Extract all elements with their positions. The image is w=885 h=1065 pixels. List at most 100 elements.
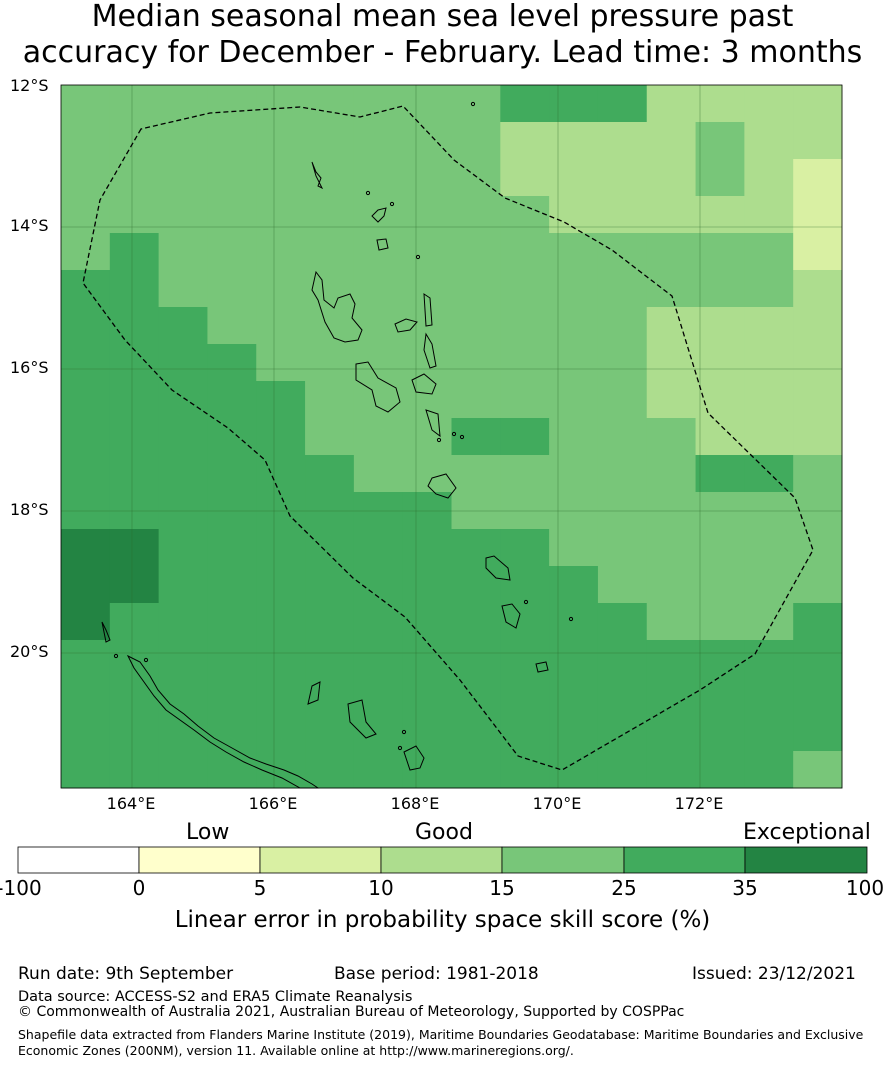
grid-cell [500, 492, 550, 530]
grid-cell [744, 418, 794, 456]
grid-cell [500, 196, 550, 234]
colorbar-segment [138, 846, 261, 874]
grid-cell [61, 714, 111, 752]
grid-cell [695, 492, 745, 530]
grid-cell [646, 418, 697, 456]
grid-cell [61, 85, 111, 123]
grid-cell [61, 640, 111, 678]
grid-cell [597, 159, 648, 197]
grid-cell [158, 307, 208, 345]
map-title-line-2: accuracy for December - February. Lead t… [22, 35, 863, 70]
grid-cell [646, 270, 697, 308]
grid-cell [256, 714, 306, 752]
grid-cell [158, 566, 208, 604]
grid-cell [256, 85, 306, 123]
grid-cell [305, 492, 355, 530]
grid-cell [402, 455, 452, 493]
lon-label-170e: 170°E [532, 794, 582, 813]
grid-cell [451, 751, 501, 789]
grid-cell [353, 307, 404, 345]
grid-cell [158, 714, 208, 752]
grid-cell [402, 381, 452, 419]
grid-cell [61, 529, 111, 567]
grid-cell [305, 418, 355, 456]
grid-cell [109, 85, 160, 123]
grid-cell [256, 455, 306, 493]
grid-cell [744, 85, 794, 123]
grid-cell [744, 529, 794, 567]
grid-cell [207, 85, 257, 123]
grid-cell [402, 492, 452, 530]
graticule [61, 85, 842, 788]
grid-cell [695, 233, 745, 271]
grid-cell [353, 492, 404, 530]
grid-cell [597, 603, 648, 641]
grid-cell [158, 751, 208, 789]
grid-cell [597, 233, 648, 271]
grid-cell [402, 566, 452, 604]
grid-cell [305, 122, 355, 160]
grid-cell [744, 196, 794, 234]
grid-cell [402, 603, 452, 641]
category-exceptional: Exceptional [743, 820, 871, 845]
grid-cell [305, 677, 355, 715]
grid-cell [597, 751, 648, 789]
grid-cell [451, 492, 501, 530]
island-outline [501, 603, 521, 629]
grid-cell [353, 677, 404, 715]
grid-cell [500, 677, 550, 715]
grid-cell [451, 344, 501, 382]
colorbar-tick: 25 [611, 876, 637, 900]
grid-cell [305, 529, 355, 567]
grid-cell [305, 381, 355, 419]
grid-cell [500, 307, 550, 345]
grid-cell [597, 566, 648, 604]
grid-cell [793, 122, 843, 160]
grid-cell [793, 455, 843, 493]
grid-cell [451, 603, 501, 641]
grid-cell [256, 122, 306, 160]
category-low: Low [186, 820, 230, 845]
grid-cell [207, 603, 257, 641]
grid-cell [451, 85, 501, 123]
grid-cell [597, 677, 648, 715]
grid-cell [402, 270, 452, 308]
grid-cell [695, 344, 745, 382]
islet-outline [568, 616, 574, 622]
grid-cell [646, 751, 697, 789]
grid-cell [109, 270, 160, 308]
island-outline [311, 270, 363, 343]
grid-cell [158, 640, 208, 678]
grid-cell [549, 603, 599, 641]
grid-cell [793, 381, 843, 419]
grid-cell [207, 122, 257, 160]
grid-cell [500, 714, 550, 752]
grid-cell [646, 233, 697, 271]
islet-outline [365, 190, 371, 196]
grid-cell [744, 677, 794, 715]
colorbar-tick: 35 [732, 876, 758, 900]
grid-cell [353, 159, 404, 197]
grid-cell [158, 677, 208, 715]
grid-cell [744, 714, 794, 752]
grid-cell [695, 566, 745, 604]
grid-cell [500, 455, 550, 493]
grid-cell [207, 751, 257, 789]
grid-cell [402, 418, 452, 456]
grid-cell [256, 603, 306, 641]
island-outline [371, 207, 387, 223]
grid-cell [549, 640, 599, 678]
islet-outline [470, 101, 476, 107]
grid-cell [402, 122, 452, 160]
grid-cell [793, 270, 843, 308]
grid-cell [256, 196, 306, 234]
island-outline [423, 293, 433, 327]
map-title-line-1: Median seasonal mean sea level pressure … [91, 0, 794, 34]
island-outline [403, 745, 425, 771]
grid-cell [549, 270, 599, 308]
grid-cell [500, 122, 550, 160]
grid-cell [597, 455, 648, 493]
grid-cell [695, 85, 745, 123]
grid-cell [353, 714, 404, 752]
grid-cell [207, 381, 257, 419]
